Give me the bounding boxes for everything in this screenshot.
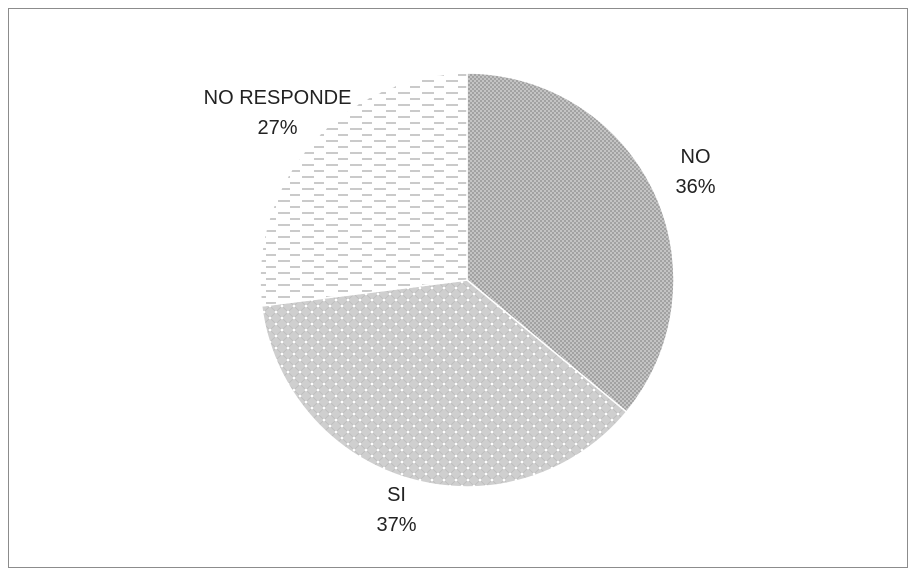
slice-percent-label: 36%: [675, 176, 716, 199]
slice-label-no: NO 36%: [675, 142, 715, 202]
pie-slice-no: [466, 72, 675, 414]
slice-percent-label: 27%: [257, 116, 298, 139]
slice-label-no-responde: NO RESPONDE 27%: [204, 83, 352, 143]
slice-category-label: NO: [680, 146, 711, 169]
slice-label-si: SI 37%: [377, 480, 417, 540]
pie-slice-si: [260, 279, 628, 488]
slice-percent-label: 37%: [376, 514, 417, 536]
pie-slices: [259, 72, 675, 488]
slice-category-label: NO RESPONDE: [203, 86, 352, 109]
slice-category-label: SI: [387, 484, 406, 506]
pie-chart: [259, 72, 675, 488]
pie-slice-no-responde: [259, 72, 468, 307]
